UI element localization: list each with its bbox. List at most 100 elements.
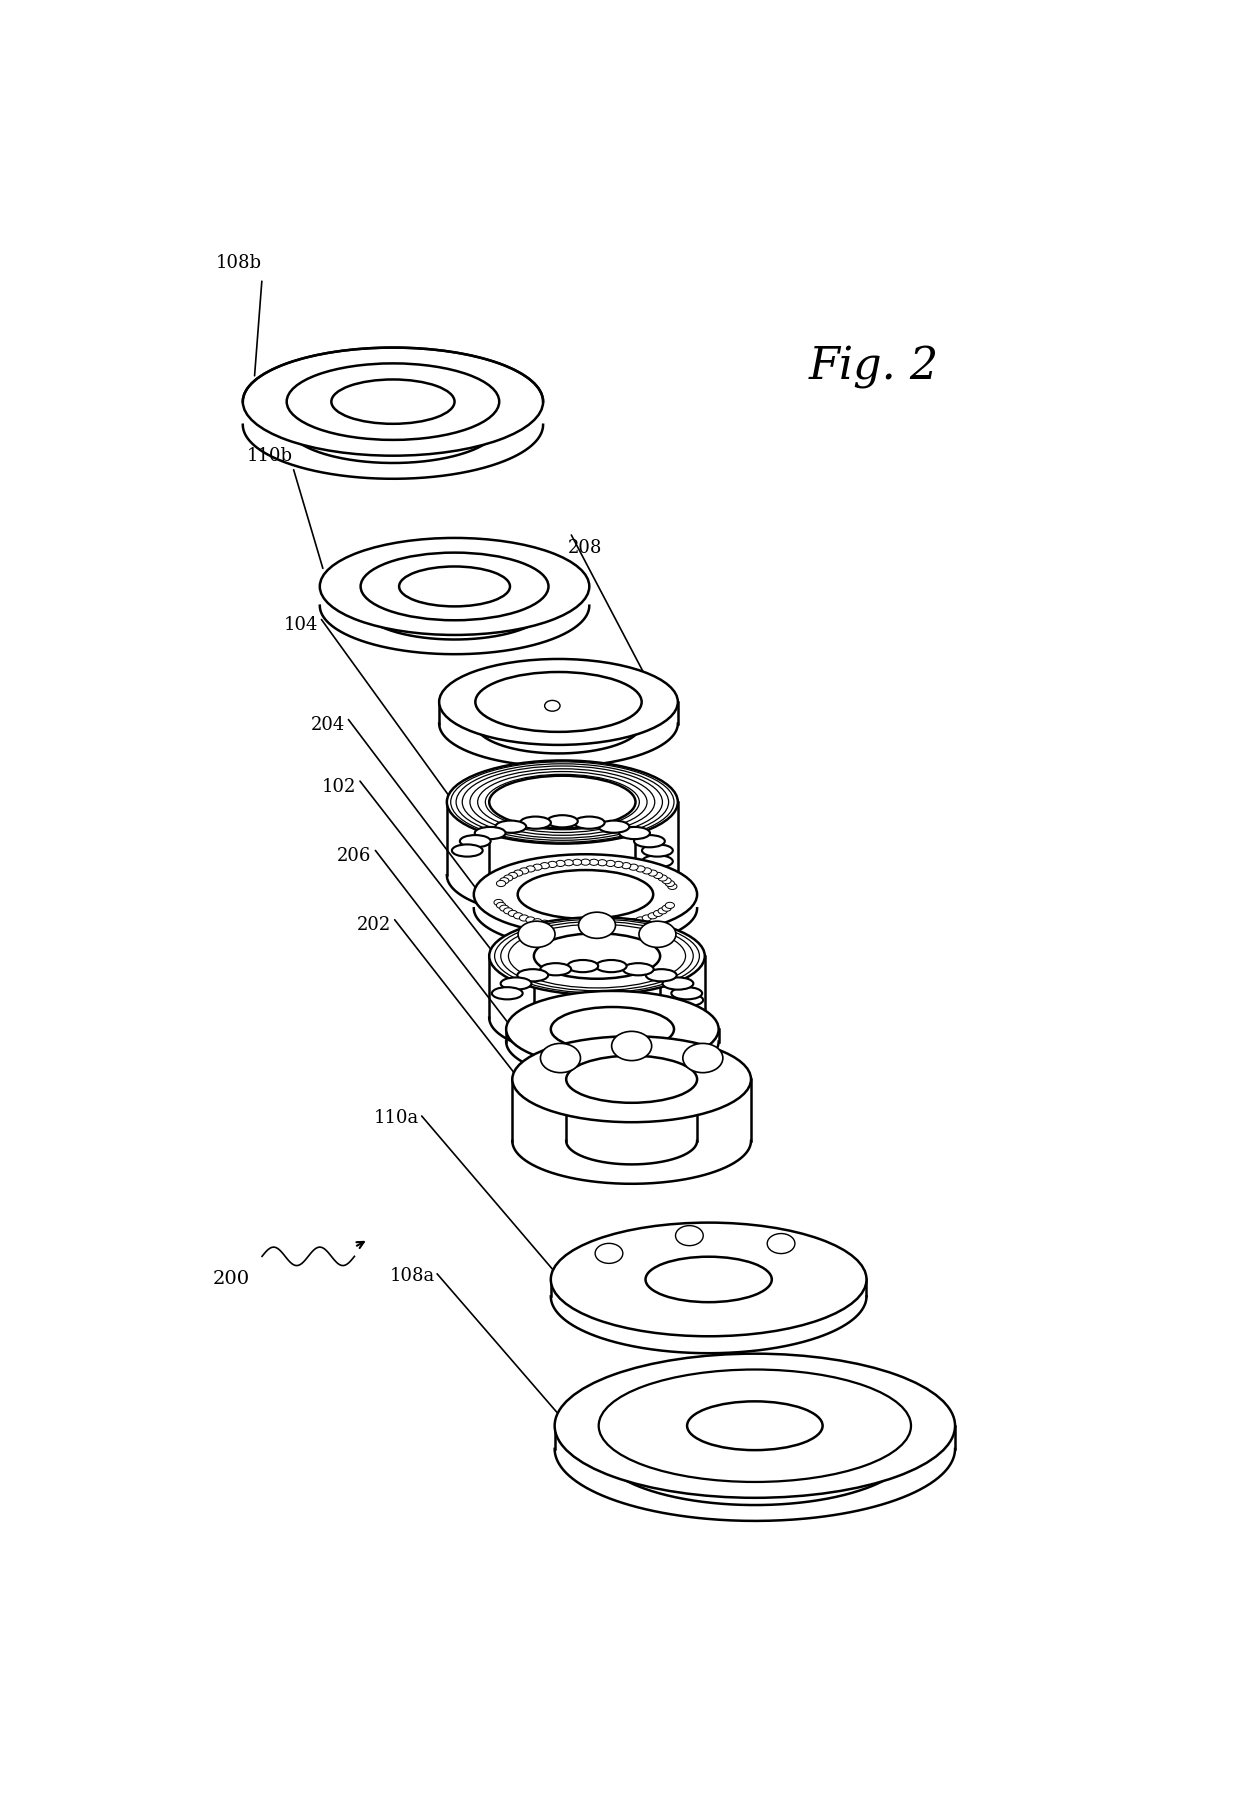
Ellipse shape — [642, 867, 651, 875]
Ellipse shape — [568, 960, 598, 972]
Ellipse shape — [475, 828, 506, 838]
Ellipse shape — [446, 761, 678, 844]
Ellipse shape — [508, 873, 517, 878]
Ellipse shape — [653, 911, 662, 916]
Ellipse shape — [611, 1032, 652, 1061]
Ellipse shape — [606, 922, 615, 929]
Ellipse shape — [490, 918, 704, 996]
Ellipse shape — [631, 909, 661, 922]
Ellipse shape — [589, 923, 599, 929]
Ellipse shape — [495, 820, 526, 833]
Ellipse shape — [598, 860, 606, 866]
Ellipse shape — [496, 880, 506, 887]
Ellipse shape — [494, 900, 503, 905]
Ellipse shape — [642, 914, 651, 922]
Ellipse shape — [573, 858, 582, 866]
Ellipse shape — [642, 855, 673, 867]
Ellipse shape — [475, 672, 641, 732]
Ellipse shape — [492, 987, 522, 999]
Ellipse shape — [649, 869, 657, 876]
Ellipse shape — [503, 907, 513, 914]
Ellipse shape — [533, 864, 542, 871]
Ellipse shape — [541, 920, 549, 927]
Ellipse shape — [556, 860, 565, 867]
Ellipse shape — [614, 922, 622, 927]
Ellipse shape — [526, 866, 536, 873]
Ellipse shape — [636, 866, 645, 873]
Ellipse shape — [496, 902, 506, 909]
Ellipse shape — [450, 763, 675, 842]
Ellipse shape — [598, 923, 606, 929]
Ellipse shape — [636, 891, 667, 904]
Ellipse shape — [512, 1035, 751, 1122]
Ellipse shape — [662, 978, 693, 990]
Ellipse shape — [667, 1034, 698, 1046]
Ellipse shape — [574, 817, 605, 829]
Text: 108b: 108b — [216, 255, 262, 273]
Ellipse shape — [548, 862, 557, 867]
Ellipse shape — [520, 817, 551, 829]
Ellipse shape — [662, 905, 671, 911]
Text: 108a: 108a — [389, 1267, 435, 1285]
Ellipse shape — [501, 978, 532, 990]
Ellipse shape — [653, 873, 662, 878]
Ellipse shape — [513, 869, 523, 876]
Text: 110a: 110a — [374, 1109, 419, 1128]
Ellipse shape — [551, 1223, 867, 1335]
Ellipse shape — [667, 884, 677, 889]
Ellipse shape — [518, 922, 556, 947]
Ellipse shape — [286, 363, 500, 439]
Ellipse shape — [485, 775, 640, 829]
Ellipse shape — [671, 987, 702, 999]
Ellipse shape — [490, 775, 635, 828]
Ellipse shape — [658, 907, 667, 914]
Ellipse shape — [658, 875, 667, 882]
Ellipse shape — [470, 768, 655, 835]
Ellipse shape — [639, 922, 676, 947]
Ellipse shape — [768, 1234, 795, 1254]
Ellipse shape — [624, 925, 655, 938]
Text: 110b: 110b — [247, 446, 293, 464]
Ellipse shape — [495, 920, 699, 992]
Text: 204: 204 — [310, 716, 345, 734]
Ellipse shape — [646, 969, 677, 981]
Ellipse shape — [547, 815, 578, 828]
Ellipse shape — [513, 913, 523, 920]
Ellipse shape — [621, 920, 631, 927]
Ellipse shape — [517, 969, 548, 981]
Ellipse shape — [580, 923, 590, 931]
Ellipse shape — [541, 963, 572, 976]
Ellipse shape — [554, 1353, 955, 1498]
Ellipse shape — [534, 932, 660, 979]
Text: 208: 208 — [568, 538, 603, 557]
Ellipse shape — [551, 1006, 675, 1052]
Ellipse shape — [665, 880, 675, 887]
Ellipse shape — [533, 918, 542, 925]
Ellipse shape — [541, 1043, 580, 1073]
Ellipse shape — [662, 878, 671, 884]
Ellipse shape — [544, 701, 560, 712]
Ellipse shape — [672, 994, 703, 1006]
Ellipse shape — [361, 553, 548, 620]
Ellipse shape — [503, 875, 513, 882]
Ellipse shape — [460, 835, 491, 847]
Ellipse shape — [474, 855, 697, 934]
Ellipse shape — [541, 862, 549, 869]
Ellipse shape — [320, 538, 589, 634]
Ellipse shape — [331, 379, 455, 425]
Ellipse shape — [683, 1043, 723, 1073]
Ellipse shape — [665, 902, 675, 909]
Ellipse shape — [463, 766, 662, 838]
Ellipse shape — [477, 772, 647, 833]
Text: 202: 202 — [357, 916, 391, 934]
Ellipse shape — [526, 916, 536, 923]
Ellipse shape — [599, 1370, 911, 1482]
Ellipse shape — [687, 1402, 822, 1451]
Ellipse shape — [508, 923, 686, 988]
Ellipse shape — [567, 1055, 697, 1102]
Ellipse shape — [520, 867, 528, 875]
Ellipse shape — [579, 913, 615, 938]
Ellipse shape — [500, 878, 508, 884]
Ellipse shape — [589, 858, 599, 866]
Ellipse shape — [606, 860, 615, 867]
